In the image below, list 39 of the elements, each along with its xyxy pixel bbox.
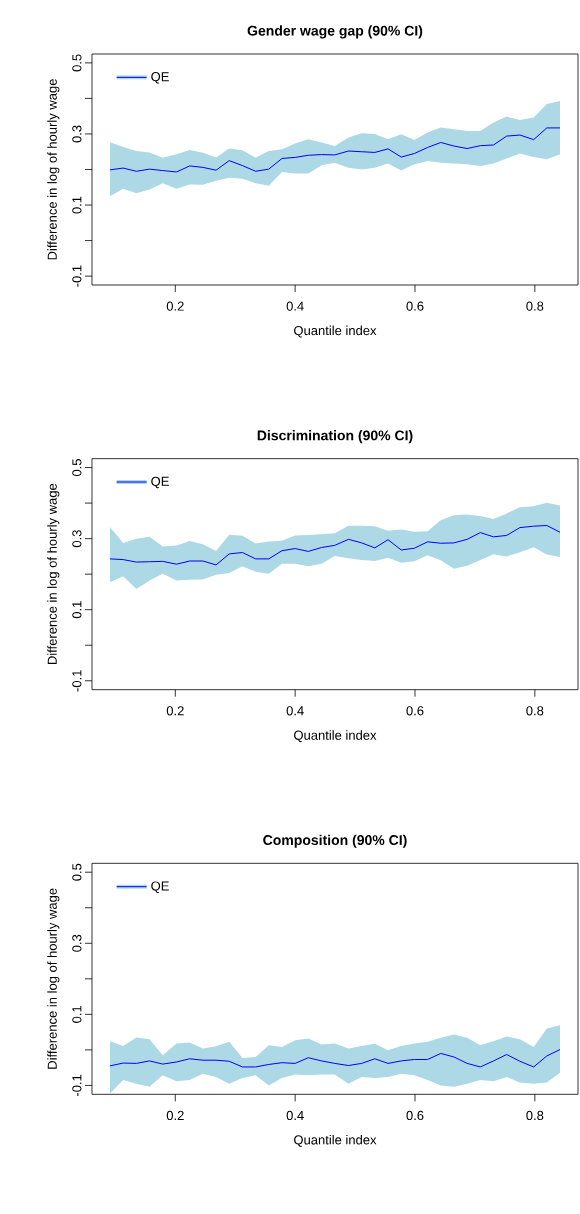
chart-title: Gender wage gap (90% CI) <box>247 25 423 39</box>
y-tick-label: -0.1 <box>72 1074 82 1097</box>
x-tick-label: 0.6 <box>406 706 424 716</box>
legend-label: QE <box>151 476 169 489</box>
y-tick-label: -0.1 <box>72 670 82 692</box>
y-tick-label: -0.1 <box>72 265 82 287</box>
chart-title: Composition (90% CI) <box>263 834 407 848</box>
y-tick-label: 0.3 <box>72 125 82 143</box>
line-series <box>109 127 561 173</box>
y-tick-label: 0.3 <box>72 530 82 548</box>
x-tick-label: 0.2 <box>166 706 184 716</box>
x-tick-label: 0.8 <box>526 301 544 311</box>
x-axis-title: Quantile index <box>294 730 377 743</box>
x-axis-title: Quantile index <box>294 1134 377 1147</box>
y-tick-label: 0.5 <box>72 863 82 881</box>
x-tick-label: 0.8 <box>526 1110 544 1121</box>
chart-title: Discrimination (90% CI) <box>257 430 413 444</box>
y-axis-title: Difference in log of hourly wage <box>47 79 60 260</box>
y-axis-title: Difference in log of hourly wage <box>47 483 60 665</box>
y-tick-label: 0.3 <box>72 934 82 952</box>
x-tick-label: 0.2 <box>166 1110 184 1121</box>
x-axis-title: Quantile index <box>294 325 377 338</box>
x-tick-label: 0.6 <box>406 1110 424 1121</box>
x-tick-label: 0.8 <box>526 706 544 716</box>
line-series <box>109 524 561 566</box>
x-tick-label: 0.4 <box>286 301 304 311</box>
line-series <box>109 1049 561 1068</box>
y-tick-label: 0.1 <box>72 601 82 619</box>
x-tick-label: 0.4 <box>286 1110 304 1121</box>
x-tick-label: 0.4 <box>286 706 304 716</box>
legend-label: QE <box>151 72 169 84</box>
legend-label: QE <box>151 881 169 893</box>
y-axis-title: Difference in log of hourly wage <box>47 888 60 1069</box>
y-tick-label: 0.1 <box>72 1005 82 1023</box>
y-tick-label: 0.1 <box>72 196 82 214</box>
y-tick-label: 0.5 <box>72 54 82 72</box>
y-tick-label: 0.5 <box>72 459 82 477</box>
x-tick-label: 0.2 <box>166 301 184 311</box>
x-tick-label: 0.6 <box>406 301 424 311</box>
